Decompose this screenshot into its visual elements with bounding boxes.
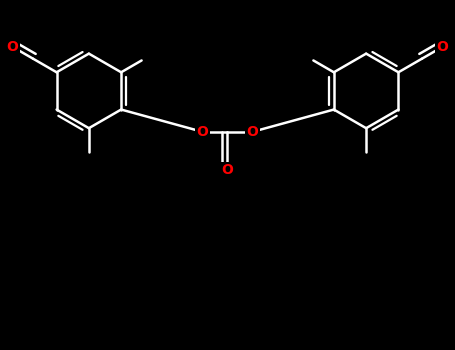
Text: O: O xyxy=(247,125,258,139)
Text: O: O xyxy=(222,163,233,177)
Text: O: O xyxy=(6,40,19,54)
Text: O: O xyxy=(436,40,449,54)
Text: O: O xyxy=(197,125,208,139)
